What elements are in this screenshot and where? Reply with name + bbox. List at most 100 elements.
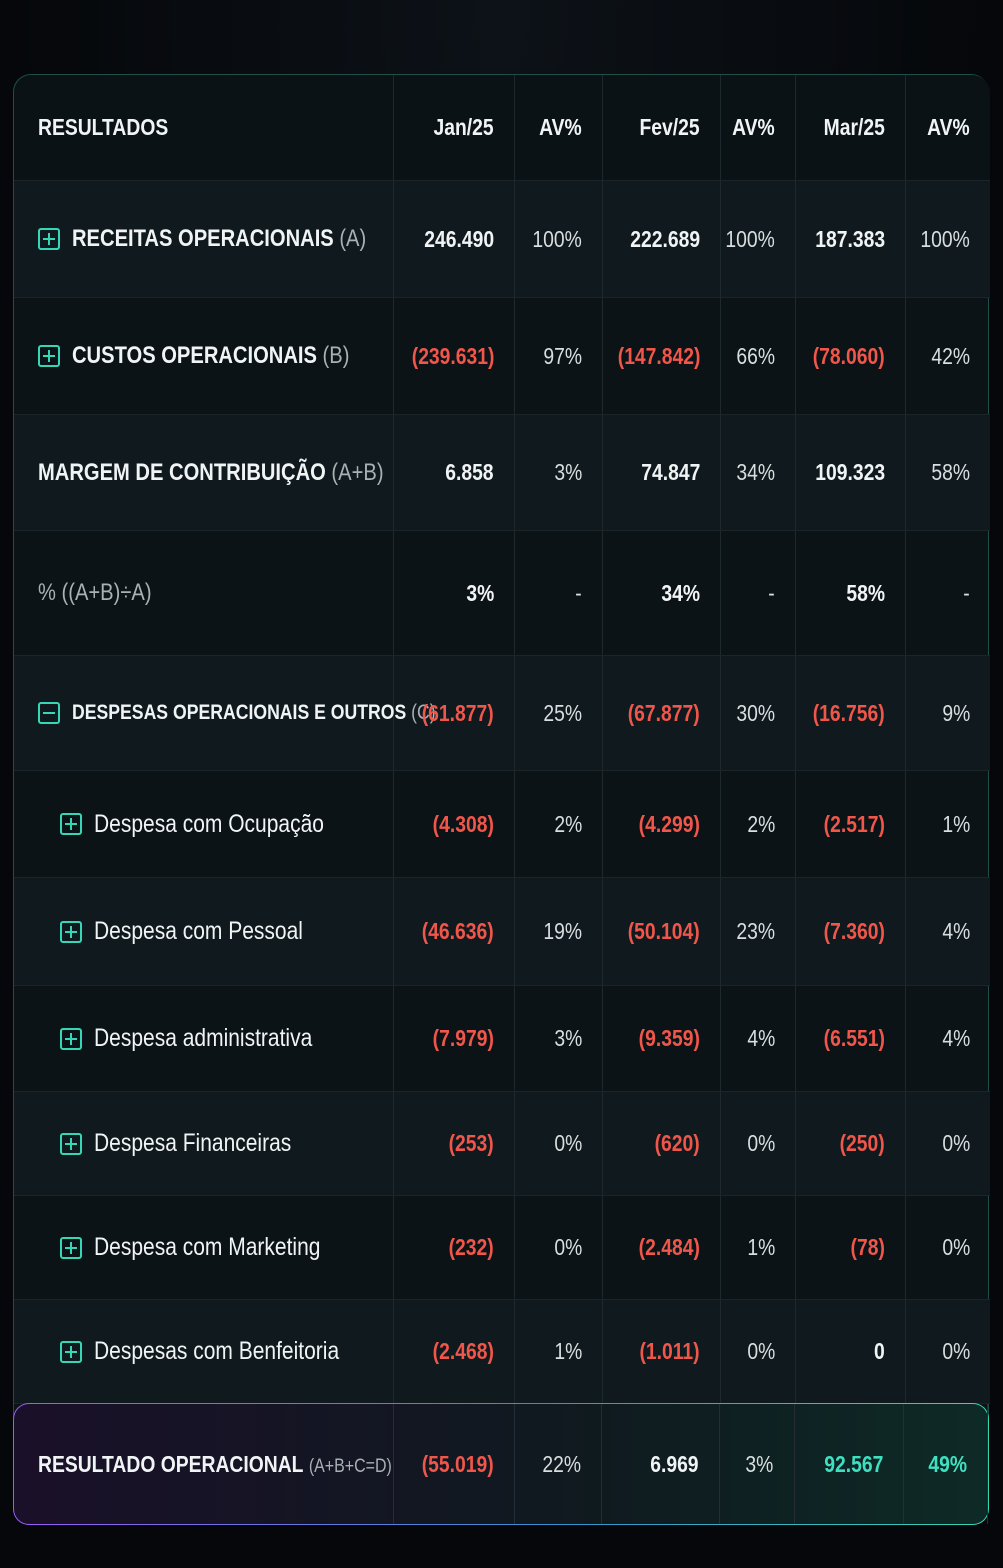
label-cell: MARGEM DE CONTRIBUIÇÃO (A+B): [14, 415, 394, 530]
row-label: CUSTOS OPERACIONAIS: [72, 342, 317, 369]
sq-wrap: % ((A+B)÷A): [38, 579, 152, 607]
expand-toggle[interactable]: [60, 1027, 82, 1050]
value-cell: 0%: [515, 1092, 603, 1195]
value-cell: 0%: [906, 1196, 990, 1299]
sq-wrap: Despesa administrativa: [94, 1024, 312, 1053]
value: (50.104): [628, 918, 700, 944]
sq-wrap: CUSTOS OPERACIONAIS (B): [72, 342, 349, 370]
sq-wrap: AV%: [539, 114, 582, 141]
value-cell: (6.551): [796, 986, 906, 1091]
value-cell: 0: [796, 1300, 906, 1403]
sq-wrap: 2%: [554, 811, 582, 838]
header-text: RESULTADOS: [38, 114, 169, 140]
sq-wrap: 58%: [931, 459, 970, 486]
table-row: Despesa Financeiras (253) 0% (620) 0% (250) 0%: [14, 1092, 990, 1196]
value-cell: (78): [796, 1196, 906, 1299]
value-cell: 92.567: [795, 1404, 905, 1524]
sq-wrap: (232): [449, 1234, 494, 1261]
av-percent: 22%: [542, 1450, 582, 1477]
sq-wrap: -: [769, 580, 775, 607]
av-percent: 4%: [942, 918, 970, 944]
av-percent: 97%: [543, 342, 582, 369]
value-cell: -: [515, 531, 603, 655]
sq-wrap: 3%: [554, 459, 582, 486]
header-text: Mar/25: [823, 114, 885, 140]
av-percent: 4%: [942, 1025, 970, 1051]
value: (147.842): [617, 342, 700, 369]
row-label: Despesa Financeiras: [94, 1129, 292, 1157]
sq-wrap: (2.468): [433, 1338, 494, 1365]
value-cell: 0%: [906, 1092, 990, 1195]
label-cell: RECEITAS OPERACIONAIS (A): [14, 181, 394, 297]
sq-wrap: (6.551): [824, 1025, 885, 1052]
value-cell: 23%: [721, 878, 796, 985]
value: 6.969: [650, 1450, 699, 1477]
expand-toggle[interactable]: [38, 228, 60, 250]
sq-wrap: 3%: [746, 1451, 774, 1478]
av-percent: 4%: [747, 1025, 775, 1051]
value-cell: (2.484): [603, 1196, 721, 1299]
value: (2.468): [432, 1338, 494, 1364]
sq-wrap: 100%: [726, 226, 775, 253]
sq-wrap: 9%: [942, 700, 970, 727]
sq-wrap: 34%: [736, 459, 775, 486]
row-label: Despesa com Marketing: [94, 1233, 321, 1261]
value: 222.689: [630, 225, 700, 252]
expand-toggle[interactable]: [60, 1236, 82, 1259]
expand-toggle[interactable]: [60, 813, 82, 835]
sq-wrap: Mar/25: [824, 114, 885, 141]
av-percent: -: [963, 579, 970, 606]
header-text: Fev/25: [639, 114, 700, 140]
expand-toggle[interactable]: [38, 702, 60, 724]
header-text: Jan/25: [433, 114, 494, 140]
expand-toggle[interactable]: [60, 1340, 82, 1363]
av-percent: 3%: [554, 1025, 582, 1051]
value-cell: -: [906, 531, 990, 655]
sq-wrap: 1%: [747, 1234, 775, 1261]
value-cell: 30%: [721, 656, 796, 770]
value-cell: 246.490: [394, 181, 515, 297]
sq-wrap: 3%: [466, 580, 494, 607]
sq-wrap: RECEITAS OPERACIONAIS (A): [72, 225, 366, 253]
value: 0: [874, 1338, 885, 1364]
av-percent: 0%: [942, 1130, 970, 1156]
table-row: Despesas com Benfeitoria (2.468) 1% (1.011)…: [14, 1300, 990, 1404]
sq-wrap: 34%: [661, 580, 700, 607]
value-cell: 22%: [515, 1404, 603, 1524]
av-percent: 100%: [920, 225, 970, 252]
table-row: Despesa com Ocupação (4.308) 2% (4.299) 2% (2…: [14, 771, 990, 878]
value: (239.631): [411, 342, 494, 369]
sq-wrap: (2.517): [824, 811, 885, 838]
sq-wrap: (253): [449, 1130, 494, 1157]
value: (55.019): [421, 1450, 494, 1477]
sq-wrap: 100%: [533, 226, 582, 253]
av-percent: 58%: [931, 459, 970, 485]
table-row: Despesa com Pessoal (46.636) 19% (50.104) 23…: [14, 878, 990, 986]
value-cell: 3%: [515, 986, 603, 1091]
sq-wrap: (4.308): [433, 811, 494, 838]
value-cell: 109.323: [796, 415, 906, 530]
av-percent: 0%: [747, 1338, 775, 1364]
label-cell: Despesa com Marketing: [14, 1196, 394, 1299]
value-cell: 34%: [721, 415, 796, 530]
expand-toggle[interactable]: [60, 1132, 82, 1155]
sq-wrap: 66%: [736, 343, 775, 370]
av-percent: 49%: [928, 1450, 968, 1477]
expand-toggle[interactable]: [60, 920, 82, 943]
table-row: CUSTOS OPERACIONAIS (B) (239.631) 97% (147.…: [14, 298, 990, 415]
value-cell: 1%: [906, 771, 990, 877]
label-cell: Despesa Financeiras: [14, 1092, 394, 1195]
table-row: % ((A+B)÷A) 3% - 34% - 58% -: [14, 531, 990, 656]
header-cell: RESULTADOS: [14, 75, 394, 180]
value-cell: 0%: [721, 1092, 796, 1195]
sq-wrap: 30%: [736, 700, 775, 727]
sq-wrap: 58%: [846, 580, 885, 607]
value-cell: (78.060): [796, 298, 906, 414]
expand-toggle[interactable]: [38, 345, 60, 367]
label-cell: Despesas com Benfeitoria: [14, 1300, 394, 1403]
row-label: MARGEM DE CONTRIBUIÇÃO: [38, 458, 326, 486]
row-suffix: (B): [322, 342, 350, 369]
value: 6.858: [445, 459, 494, 485]
value: (78.060): [813, 342, 885, 369]
sq-wrap: (147.842): [617, 343, 700, 370]
